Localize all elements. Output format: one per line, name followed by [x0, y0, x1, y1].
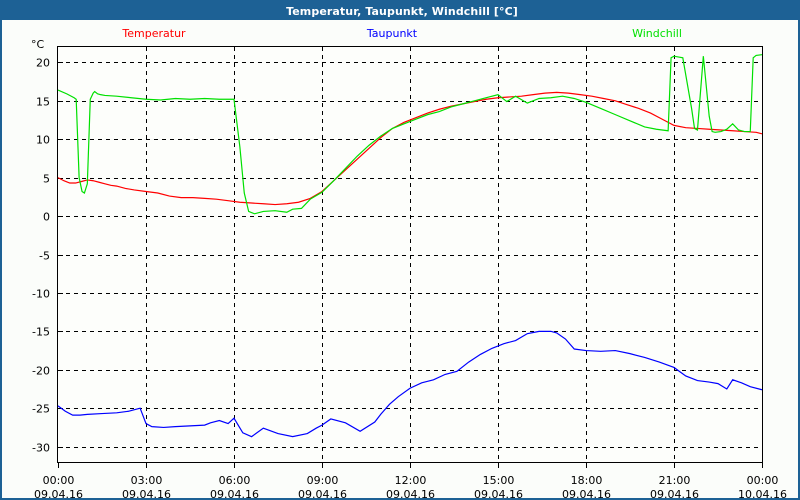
series-line-windchill: [57, 54, 763, 215]
x-tick-time-label: 21:00: [659, 474, 691, 487]
x-tick-date-label: 09.04.16: [34, 488, 83, 498]
x-tick-date-label: 10.04.16: [738, 488, 787, 498]
x-tick-time-label: 18:00: [571, 474, 603, 487]
y-tick-label: -10: [32, 288, 50, 301]
x-tick-time-label: 03:00: [131, 474, 163, 487]
x-tick-date-label: 09.04.16: [210, 488, 259, 498]
window-title: Temperatur, Taupunkt, Windchill [°C]: [286, 4, 518, 18]
y-tick-label: 15: [36, 96, 50, 109]
x-tick-time-label: 12:00: [395, 474, 427, 487]
x-tick-date-label: 09.04.16: [474, 488, 523, 498]
x-tick-time-label: 00:00: [43, 474, 75, 487]
x-tick-time-label: 09:00: [307, 474, 339, 487]
y-tick-label: 0: [43, 211, 50, 224]
series-line-taupunkt: [57, 330, 763, 438]
x-tick-time-label: 00:00: [747, 474, 779, 487]
y-tick-label: -30: [32, 442, 50, 455]
series-line-temperatur: [57, 91, 763, 206]
x-tick-labels: 00:0009.04.1603:0009.04.1606:0009.04.160…: [34, 474, 787, 498]
x-tick-time-label: 06:00: [219, 474, 251, 487]
chart-canvas: Temperatur Taupunkt Windchill °C 20 15 10 5…: [2, 20, 798, 498]
y-tick-label: -15: [32, 326, 50, 339]
y-tick-label: 5: [43, 173, 50, 186]
x-tick-date-label: 09.04.16: [650, 488, 699, 498]
x-tick-date-label: 09.04.16: [386, 488, 435, 498]
x-tick-date-label: 09.04.16: [562, 488, 611, 498]
x-tick-date-label: 09.04.16: [298, 488, 347, 498]
y-axis-unit-label: °C: [31, 38, 45, 51]
legend-item-windchill: Windchill: [632, 27, 682, 40]
x-tick-time-label: 15:00: [483, 474, 515, 487]
y-tick-label: -20: [32, 365, 50, 378]
y-tick-label: -25: [32, 403, 50, 416]
y-tick-labels: 20 15 10 5 0 -5 -10 -15 -20 -25 -30: [32, 57, 50, 455]
y-tick-label: -5: [39, 250, 50, 263]
y-tick-label: 20: [36, 57, 50, 70]
x-gridlines: [146, 47, 675, 462]
x-tick-date-label: 09.04.16: [122, 488, 171, 498]
y-tick-label: 10: [36, 134, 50, 147]
legend-item-taupunkt: Taupunkt: [366, 27, 418, 40]
data-series-group: [57, 54, 763, 438]
legend-item-temperatur: Temperatur: [122, 27, 186, 40]
x-tick-marks: [58, 462, 763, 468]
window-title-bar: Temperatur, Taupunkt, Windchill [°C]: [2, 2, 798, 20]
